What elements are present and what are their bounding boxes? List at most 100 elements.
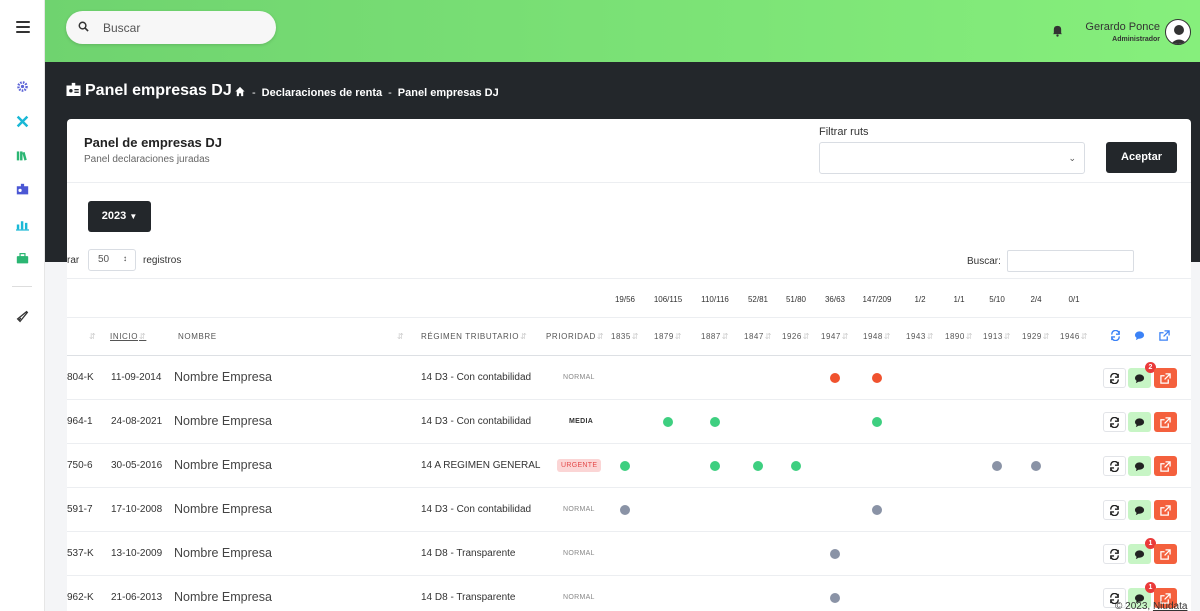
comments-button[interactable]: 2 [1128,362,1156,388]
th-prioridad[interactable]: PRIORIDAD⇵ [546,332,605,341]
count-10: 2/4 [1030,295,1042,304]
avatar-icon[interactable] [1165,19,1191,45]
external-link-icon [1160,373,1171,384]
th-form-label: 1913 [983,332,1003,341]
refresh-button[interactable] [1103,456,1126,476]
home-icon[interactable] [234,86,246,97]
th-form-3[interactable]: 1847⇵ [738,332,778,341]
status-dot-green[interactable] [663,417,673,427]
open-button[interactable] [1154,412,1177,432]
entries-select[interactable]: 50 ↕ [88,249,136,271]
refresh-button[interactable] [1103,500,1126,520]
cell-inicio: 24-08-2021 [111,416,163,427]
show-entries-suffix: registros [143,255,182,266]
rocket-icon[interactable] [16,310,29,323]
briefcase-icon[interactable] [16,252,29,265]
table-search-input[interactable] [1007,250,1134,272]
th-form-4[interactable]: 1926⇵ [776,332,816,341]
th-form-5[interactable]: 1947⇵ [815,332,855,341]
status-dot-red[interactable] [872,373,882,383]
search-input[interactable]: Buscar [103,21,141,35]
th-form-2[interactable]: 1887⇵ [695,332,735,341]
status-dot-green[interactable] [791,461,801,471]
cell-nombre[interactable]: Nombre Empresa [174,546,272,560]
menu-icon[interactable] [16,21,30,33]
status-dot-green[interactable] [710,417,720,427]
th-inicio[interactable]: INICIO⇵ [110,332,147,341]
tools-icon[interactable] [16,115,29,128]
open-button[interactable] [1154,368,1177,388]
cell-nombre[interactable]: Nombre Empresa [174,414,272,428]
global-search[interactable]: Buscar [66,11,276,44]
th-form-1[interactable]: 1879⇵ [648,332,688,341]
cell-inicio: 30-05-2016 [111,460,163,471]
status-dot-gray[interactable] [872,505,882,515]
th-form-9[interactable]: 1913⇵ [977,332,1017,341]
comments-button[interactable] [1128,500,1151,520]
comments-button[interactable]: 1 [1128,538,1156,564]
status-dot-gray[interactable] [830,593,840,603]
th-form-7[interactable]: 1943⇵ [900,332,940,341]
refresh-button[interactable] [1103,412,1126,432]
chart-icon[interactable] [16,218,29,231]
refresh-button[interactable] [1103,588,1126,608]
table-row: 962-K 21-06-2013 Nombre Empresa 14 D8 - Tra… [67,576,1191,611]
status-dot-green[interactable] [753,461,763,471]
user-name[interactable]: Gerardo Ponce [1085,21,1160,33]
th-form-10[interactable]: 1929⇵ [1016,332,1056,341]
id-card-icon[interactable] [16,183,29,196]
accept-button[interactable]: Aceptar [1106,142,1177,173]
gear-icon[interactable] [16,80,29,93]
status-dot-green[interactable] [710,461,720,471]
cell-nombre[interactable]: Nombre Empresa [174,458,272,472]
breadcrumb-item-declaraciones[interactable]: Declaraciones de renta [261,87,383,99]
bell-icon[interactable] [1052,24,1063,37]
comment-icon [1134,506,1145,516]
status-dot-gray[interactable] [830,549,840,559]
year-dropdown[interactable]: 2023 ▼ [88,201,151,232]
cell-nombre[interactable]: Nombre Empresa [174,590,272,604]
external-link-icon [1160,417,1171,428]
th-rut-sort[interactable]: ⇵ [89,332,97,341]
th-form-8[interactable]: 1890⇵ [939,332,979,341]
th-regimen[interactable]: RÉGIMEN TRIBUTARIO⇵ [421,332,528,341]
priority-badge: NORMAL [563,374,595,381]
th-form-11[interactable]: 1946⇵ [1054,332,1094,341]
open-button[interactable] [1154,456,1177,476]
count-9: 5/10 [989,295,1005,304]
priority-badge: MEDIA [569,418,594,425]
sync-icon [1110,461,1119,472]
footer-brand-link[interactable]: Niudata [1152,601,1188,611]
open-button[interactable] [1154,500,1177,520]
comments-button[interactable] [1128,456,1151,476]
sort-icon: ⇵ [802,332,810,341]
cell-nombre[interactable]: Nombre Empresa [174,502,272,516]
th-nombre[interactable]: NOMBRE [178,332,217,341]
th-regimen-sort[interactable]: ⇵ [397,332,405,341]
th-form-label: 1887 [701,332,721,341]
comments-button[interactable] [1128,412,1151,432]
filter-label: Filtrar ruts [819,126,869,138]
status-dot-gray[interactable] [992,461,1002,471]
open-button[interactable] [1154,588,1177,608]
breadcrumb-separator: - [252,87,256,99]
comments-button[interactable]: 1 [1128,582,1156,608]
filter-ruts-select[interactable]: ⌄ [819,142,1085,174]
status-dot-green[interactable] [872,417,882,427]
cell-inicio: 21-06-2013 [111,592,163,603]
refresh-button[interactable] [1103,544,1126,564]
th-form-6[interactable]: 1948⇵ [857,332,897,341]
books-icon[interactable] [16,149,29,162]
sort-icon: ⇵ [926,332,934,341]
caret-down-icon: ▼ [129,212,138,221]
status-dot-gray[interactable] [1031,461,1041,471]
th-form-0[interactable]: 1835⇵ [605,332,645,341]
header-divider [67,317,1191,318]
status-dot-gray[interactable] [620,505,630,515]
cell-regimen: 14 D3 - Con contabilidad [421,416,532,427]
status-dot-green[interactable] [620,461,630,471]
status-dot-red[interactable] [830,373,840,383]
refresh-button[interactable] [1103,368,1126,388]
cell-nombre[interactable]: Nombre Empresa [174,370,272,384]
open-button[interactable] [1154,544,1177,564]
